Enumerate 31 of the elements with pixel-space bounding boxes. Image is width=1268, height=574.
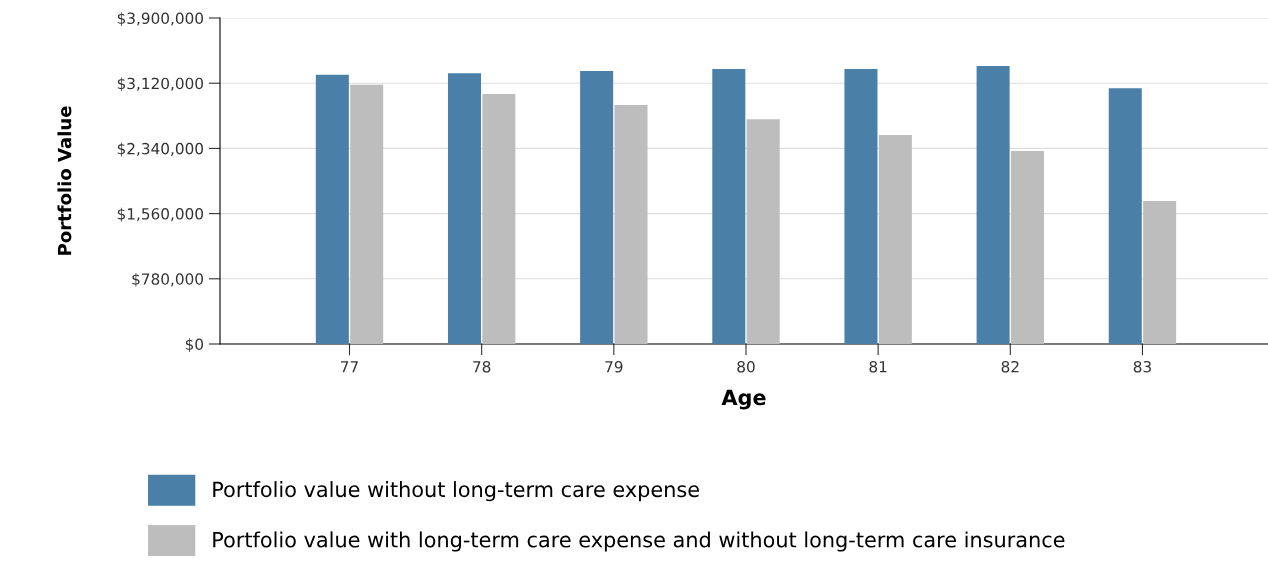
y-tick-label: $1,560,000	[117, 207, 204, 222]
x-tick-label: 78	[473, 360, 491, 373]
y-tick-label: $780,000	[132, 273, 204, 287]
bar	[614, 104, 648, 344]
legend-label: Portfolio value without long-term care expense	[213, 481, 699, 502]
bar	[1143, 201, 1177, 344]
bar	[447, 73, 482, 344]
bar	[482, 94, 516, 344]
bar	[712, 68, 746, 344]
x-axis-title: Age	[721, 389, 766, 410]
bar	[350, 84, 384, 344]
bar	[844, 68, 878, 344]
x-tick-label: 81	[869, 360, 887, 373]
y-tick-label: $3,900,000	[117, 12, 204, 27]
x-tick-label: 79	[605, 360, 623, 373]
bar	[1010, 150, 1044, 344]
y-tick-label: $3,120,000	[117, 77, 204, 92]
bar	[315, 74, 349, 344]
bar	[878, 135, 912, 344]
bar	[580, 71, 614, 344]
x-tick-label: 82	[1001, 360, 1019, 373]
bar	[976, 66, 1010, 344]
x-tick-label: 77	[341, 361, 358, 373]
bar	[746, 119, 780, 344]
y-tick-label: $0	[185, 338, 204, 353]
y-axis-title: Portfolio Value	[57, 106, 72, 255]
legend-label: Portfolio value with long-term care expense and without long-term care insurance	[213, 531, 1065, 552]
bar	[1108, 88, 1142, 344]
x-tick-label: 83	[1133, 360, 1151, 373]
y-tick-label: $2,340,000	[117, 142, 204, 157]
x-tick-label: 80	[737, 360, 755, 373]
